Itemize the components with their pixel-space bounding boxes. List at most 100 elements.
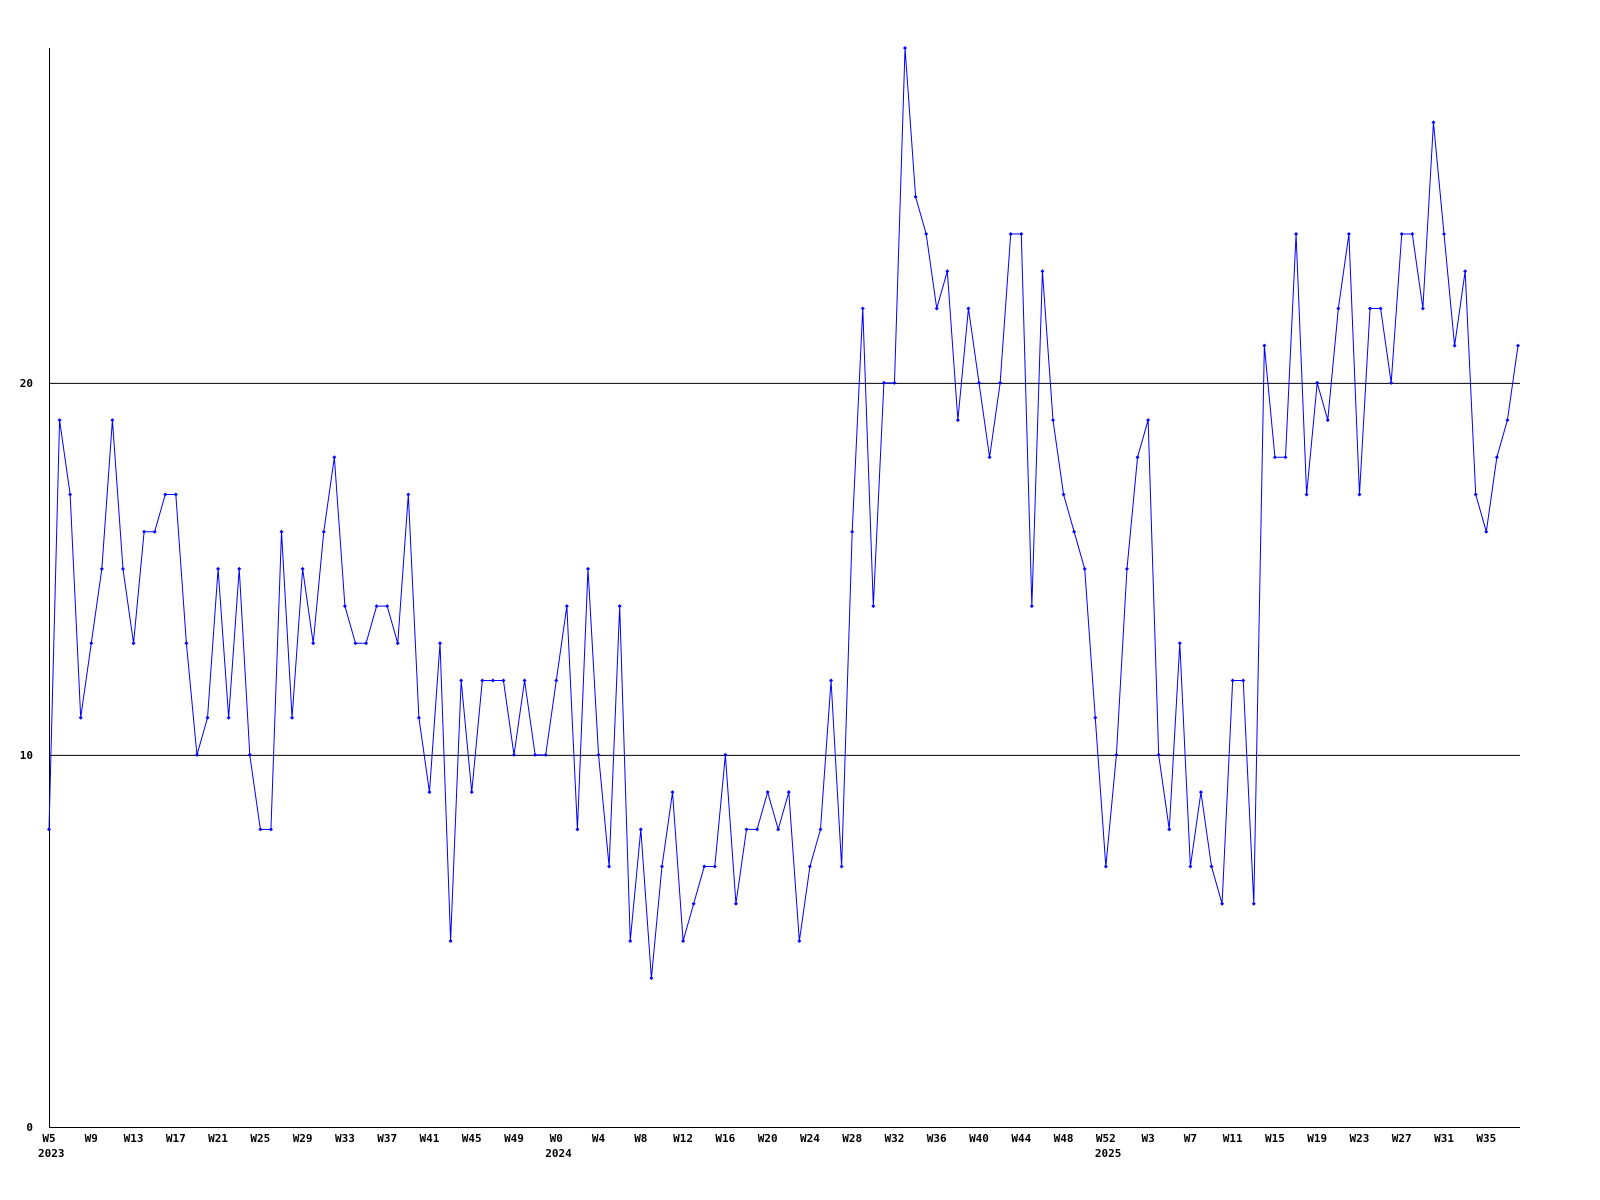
- data-point: [406, 492, 411, 497]
- x-tick-label: W13: [124, 1132, 144, 1145]
- data-point: [1040, 269, 1045, 274]
- x-tick-label: W48: [1054, 1132, 1074, 1145]
- data-point: [395, 641, 400, 646]
- data-point: [448, 938, 453, 943]
- x-tick-label: W44: [1011, 1132, 1031, 1145]
- data-point: [1262, 343, 1267, 348]
- data-point: [871, 604, 876, 609]
- data-point: [850, 529, 855, 534]
- data-point: [512, 752, 517, 757]
- data-point: [839, 864, 844, 869]
- x-tick-label: W21: [208, 1132, 228, 1145]
- data-point: [1336, 306, 1341, 311]
- data-point: [1378, 306, 1383, 311]
- x-tick-label: W24: [800, 1132, 820, 1145]
- data-point: [649, 976, 654, 981]
- data-point: [1241, 678, 1246, 683]
- x-tick-label: W4: [592, 1132, 606, 1145]
- data-point: [226, 715, 231, 720]
- data-point: [385, 604, 390, 609]
- data-point: [321, 529, 326, 534]
- data-point: [1505, 418, 1510, 423]
- data-point: [173, 492, 178, 497]
- data-point: [966, 306, 971, 311]
- data-point: [1325, 418, 1330, 423]
- data-point: [311, 641, 316, 646]
- data-point: [1494, 455, 1499, 460]
- x-tick-label: W49: [504, 1132, 524, 1145]
- data-point: [987, 455, 992, 460]
- data-point: [1283, 455, 1288, 460]
- data-point: [543, 752, 548, 757]
- data-point: [733, 901, 738, 906]
- data-point: [1167, 827, 1172, 832]
- data-point: [522, 678, 527, 683]
- x-tick-label: W36: [927, 1132, 947, 1145]
- data-point: [1124, 566, 1129, 571]
- data-point: [1209, 864, 1214, 869]
- data-point: [1198, 790, 1203, 795]
- data-point: [681, 938, 686, 943]
- data-point: [110, 418, 115, 423]
- data-point: [575, 827, 580, 832]
- data-point: [691, 901, 696, 906]
- data-point: [1050, 418, 1055, 423]
- data-point: [120, 566, 125, 571]
- data-point: [1484, 529, 1489, 534]
- data-point: [1389, 380, 1394, 385]
- data-point: [1029, 604, 1034, 609]
- data-point: [480, 678, 485, 683]
- x-tick-label: W31: [1434, 1132, 1454, 1145]
- data-point: [247, 752, 252, 757]
- data-point: [353, 641, 358, 646]
- data-point: [205, 715, 210, 720]
- data-point: [47, 827, 51, 832]
- data-point: [1473, 492, 1478, 497]
- data-point: [374, 604, 379, 609]
- x-tick-label: W7: [1184, 1132, 1197, 1145]
- data-point: [998, 380, 1003, 385]
- data-point: [1452, 343, 1457, 348]
- data-point: [1463, 269, 1468, 274]
- data-point: [881, 380, 886, 385]
- data-point: [977, 380, 982, 385]
- x-tick-label: W25: [250, 1132, 270, 1145]
- data-point: [807, 864, 812, 869]
- data-point: [438, 641, 443, 646]
- data-point: [892, 380, 897, 385]
- data-point: [68, 492, 73, 497]
- x-tick-label: W19: [1307, 1132, 1327, 1145]
- data-point: [564, 604, 569, 609]
- x-tick-label: W29: [293, 1132, 313, 1145]
- x-tick-label: W28: [842, 1132, 862, 1145]
- data-point: [268, 827, 273, 832]
- data-point: [131, 641, 136, 646]
- data-point: [617, 604, 622, 609]
- data-point: [501, 678, 506, 683]
- x-tick-label: W15: [1265, 1132, 1285, 1145]
- data-point: [860, 306, 865, 311]
- data-point: [1357, 492, 1362, 497]
- data-point: [1294, 232, 1299, 237]
- data-point: [659, 864, 664, 869]
- x-tick-label: W37: [377, 1132, 397, 1145]
- data-point: [903, 46, 908, 50]
- data-point: [924, 232, 929, 237]
- x-tick-label: W5: [42, 1132, 55, 1145]
- x-tick-label: W23: [1350, 1132, 1370, 1145]
- x-tick-label: W9: [85, 1132, 98, 1145]
- data-point: [554, 678, 559, 683]
- data-point: [89, 641, 94, 646]
- data-point: [342, 604, 347, 609]
- data-point: [1346, 232, 1351, 237]
- data-point: [216, 566, 221, 571]
- data-point: [913, 194, 918, 199]
- data-point: [332, 455, 337, 460]
- data-point: [279, 529, 284, 534]
- data-point: [1082, 566, 1087, 571]
- x-tick-label: W40: [969, 1132, 989, 1145]
- data-point: [1019, 232, 1024, 237]
- data-point: [163, 492, 168, 497]
- data-point: [290, 715, 295, 720]
